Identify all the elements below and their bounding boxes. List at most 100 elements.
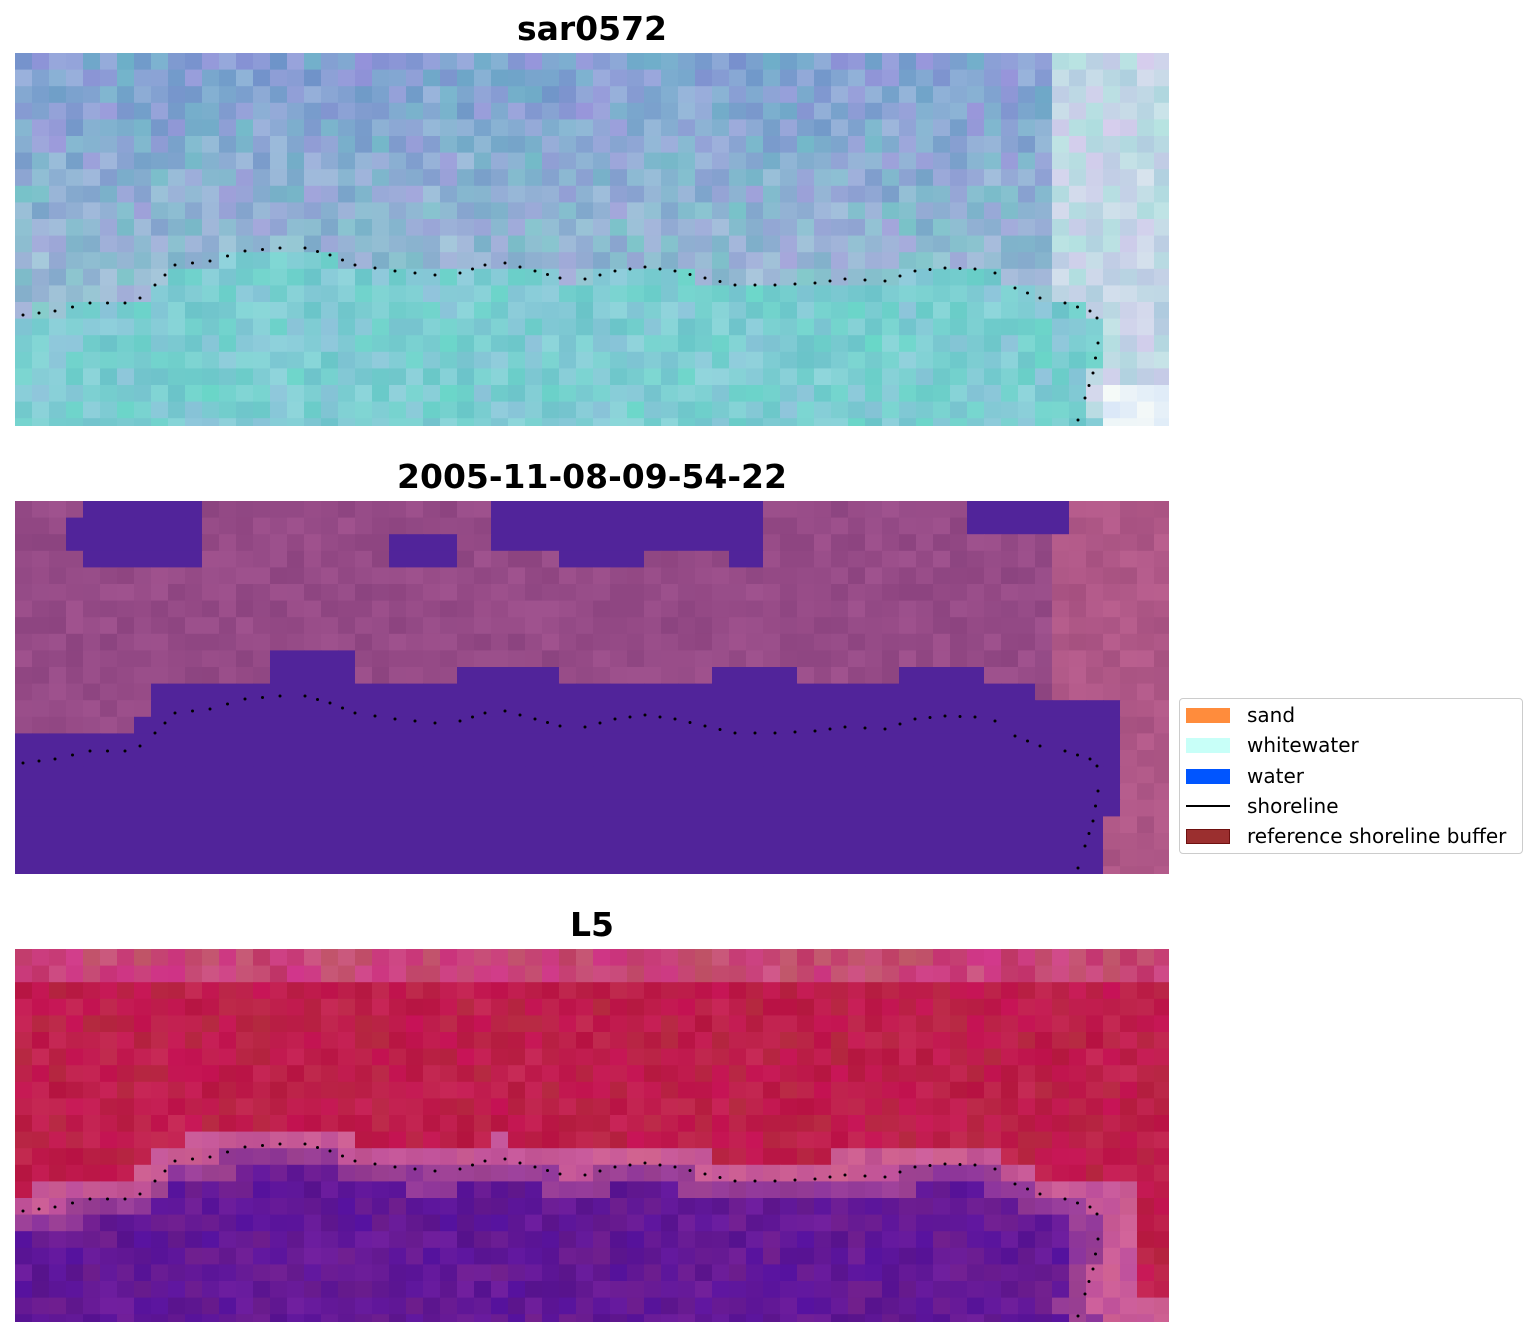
pixel-cell [202, 600, 220, 618]
legend-label-water: water [1247, 764, 1304, 788]
pixel-cell [100, 1198, 118, 1216]
pixel-cell [185, 683, 203, 701]
pixel-cell [644, 351, 662, 369]
pixel-cell [950, 600, 968, 618]
pixel-cell [644, 1164, 662, 1182]
pixel-cell [406, 750, 424, 768]
pixel-cell [440, 1314, 458, 1322]
pixel-cell [559, 368, 577, 386]
pixel-cell [389, 1181, 407, 1199]
pixel-cell [1052, 1065, 1070, 1083]
pixel-cell [950, 202, 968, 220]
pixel-cell [746, 550, 764, 568]
pixel-cell [1069, 418, 1087, 426]
pixel-cell [423, 318, 441, 336]
pixel-cell [1137, 799, 1155, 817]
pixel-cell [1120, 501, 1138, 519]
pixel-cell [1154, 1231, 1169, 1249]
pixel-cell [610, 368, 628, 386]
pixel-cell [644, 401, 662, 419]
pixel-cell [763, 998, 781, 1016]
pixel-cell [899, 667, 917, 685]
pixel-cell [100, 1247, 118, 1265]
shoreline-dot [863, 726, 867, 730]
pixel-cell [219, 318, 237, 336]
pixel-cell [1035, 119, 1053, 137]
pixel-cell [763, 368, 781, 386]
pixel-cell [610, 733, 628, 751]
pixel-cell [219, 136, 237, 154]
pixel-cell [457, 517, 475, 535]
pixel-cell [117, 1314, 135, 1322]
pixel-cell [559, 219, 577, 237]
pixel-cell [712, 949, 730, 967]
pixel-cell [644, 949, 662, 967]
pixel-cell [49, 1131, 67, 1149]
pixel-cell [236, 1015, 254, 1033]
pixel-cell [712, 1015, 730, 1033]
pixel-cell [32, 1098, 50, 1116]
pixel-cell [236, 1281, 254, 1299]
pixel-cell [1154, 617, 1169, 635]
pixel-cell [967, 1048, 985, 1066]
pixel-cell [219, 368, 237, 386]
pixel-cell [15, 1264, 33, 1282]
pixel-cell [100, 866, 118, 874]
pixel-cell [950, 833, 968, 851]
pixel-cell [933, 1131, 951, 1149]
pixel-cell [865, 1048, 883, 1066]
pixel-cell [661, 318, 679, 336]
pixel-cell [440, 368, 458, 386]
pixel-cell [253, 1198, 271, 1216]
pixel-cell [1120, 849, 1138, 867]
pixel-cell [32, 119, 50, 137]
pixel-cell [899, 1314, 917, 1322]
pixel-cell [610, 69, 628, 87]
pixel-cell [848, 949, 866, 967]
pixel-cell [355, 385, 373, 403]
pixel-cell [117, 633, 135, 651]
pixel-cell [491, 600, 509, 618]
pixel-cell [1001, 998, 1019, 1016]
pixel-cell [814, 1247, 832, 1265]
pixel-cell [1052, 152, 1070, 170]
pixel-cell [457, 1231, 475, 1249]
pixel-cell [287, 86, 305, 104]
pixel-cell [117, 1297, 135, 1315]
pixel-cell [882, 799, 900, 817]
pixel-cell [831, 1065, 849, 1083]
pixel-cell [100, 1264, 118, 1282]
shoreline-dot [863, 278, 867, 282]
pixel-cell [559, 252, 577, 270]
pixel-cell [865, 1164, 883, 1182]
pixel-cell [321, 235, 339, 253]
pixel-cell [950, 335, 968, 353]
pixel-cell [814, 650, 832, 668]
pixel-cell [270, 1281, 288, 1299]
pixel-cell [729, 268, 747, 286]
pixel-cell [950, 102, 968, 120]
pixel-cell [1103, 833, 1121, 851]
pixel-cell [219, 385, 237, 403]
pixel-cell [746, 1214, 764, 1232]
pixel-cell [542, 517, 560, 535]
pixel-cell [729, 152, 747, 170]
pixel-cell [576, 716, 594, 734]
pixel-cell [219, 501, 237, 519]
pixel-cell [1035, 1115, 1053, 1133]
pixel-cell [83, 219, 101, 237]
pixel-cell [440, 716, 458, 734]
pixel-cell [814, 401, 832, 419]
pixel-cell [15, 169, 33, 187]
pixel-cell [508, 1297, 526, 1315]
pixel-cell [593, 998, 611, 1016]
pixel-cell [950, 1115, 968, 1133]
pixel-cell [882, 1264, 900, 1282]
pixel-cell [389, 965, 407, 983]
pixel-cell [576, 1198, 594, 1216]
pixel-cell [661, 833, 679, 851]
pixel-cell [882, 351, 900, 369]
pixel-cell [253, 136, 271, 154]
pixel-cell [1018, 600, 1036, 618]
pixel-cell [1001, 1015, 1019, 1033]
